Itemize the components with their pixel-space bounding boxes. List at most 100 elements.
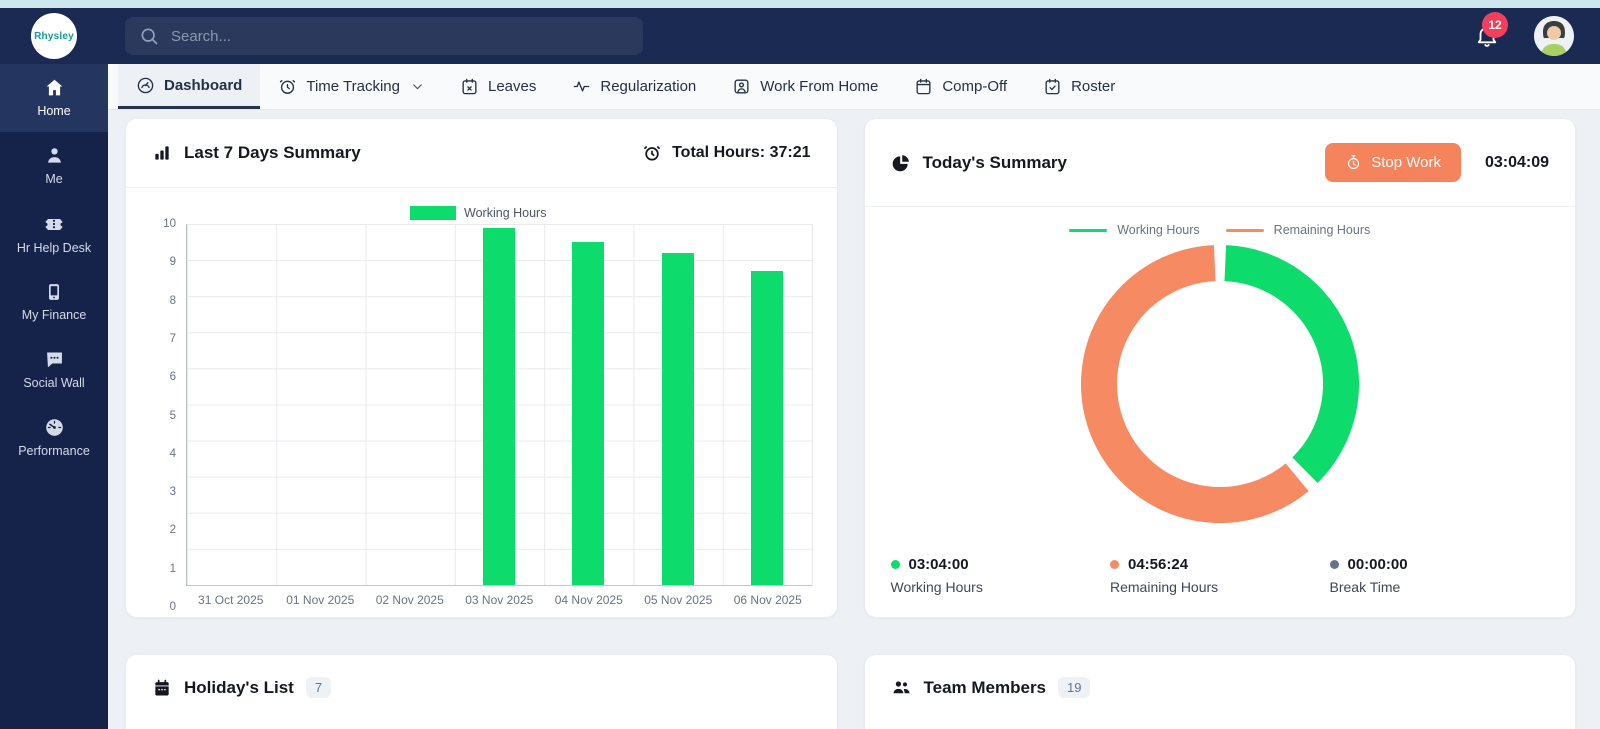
stat-time: 00:00:00	[1347, 556, 1408, 573]
x-tick-label: 06 Nov 2025	[733, 593, 802, 607]
sidebar-item-my-finance[interactable]: My Finance	[0, 269, 108, 336]
user-avatar[interactable]	[1534, 16, 1574, 56]
phone-icon	[49, 284, 59, 300]
calendar-x-icon	[462, 78, 477, 95]
holidays-count-badge: 7	[305, 677, 332, 698]
clock-icon	[644, 146, 660, 161]
calendar-check-icon	[1045, 78, 1060, 95]
home-icon	[46, 79, 62, 96]
green-dot-icon	[890, 560, 900, 569]
tab-comp-off[interactable]: Comp-Off	[896, 64, 1025, 109]
sidebar-item-label: Social Wall	[23, 376, 85, 390]
tab-label: Regularization	[600, 78, 697, 95]
tab-work-from-home[interactable]: Work From Home	[714, 64, 896, 109]
tab-label: Time Tracking	[306, 78, 400, 95]
sidebar: Home Me Hr Help Desk My Finance Social W…	[0, 64, 108, 729]
tab-label: Roster	[1071, 78, 1116, 95]
stop-work-button[interactable]: Stop Work	[1325, 143, 1461, 182]
logo-circle: Rhysley	[31, 13, 77, 59]
ticket-icon	[45, 218, 63, 230]
card-title: Holiday's List	[184, 677, 294, 697]
y-tick-label: 7	[169, 332, 176, 345]
legend-swatch	[410, 206, 457, 220]
search-icon	[141, 28, 158, 45]
stat-label: Break Time	[1329, 579, 1401, 595]
today-stats: 03:04:00 Working Hours 04:56:24 Remainin…	[865, 556, 1576, 617]
sidebar-item-label: Hr Help Desk	[16, 241, 92, 255]
gauge-icon	[45, 419, 63, 436]
card-title: Team Members	[923, 677, 1047, 697]
stat-label: Working Hours	[890, 579, 983, 595]
donut-segment	[1223, 245, 1359, 483]
legend-label: Remaining Hours	[1273, 223, 1371, 237]
legend-line-green	[1069, 228, 1108, 232]
pie-chart-icon	[892, 154, 909, 171]
logo-text: Rhysley	[34, 30, 74, 42]
today-summary-card: Today's Summary Stop Work 03:04:09	[863, 118, 1576, 618]
y-axis: 0 1 2 3 4 5 6 7 8 9 10	[144, 218, 186, 613]
alarm-icon	[280, 79, 296, 94]
browser-top-strip	[0, 0, 1600, 8]
y-tick-label: 6	[169, 371, 176, 384]
x-axis-labels: 31 Oct 2025 01 Nov 2025 02 Nov 2025 03 Nov …	[186, 593, 813, 607]
sidebar-item-label: Home	[37, 104, 71, 118]
legend-working-hours: Working Hours	[1069, 223, 1200, 237]
tab-label: Work From Home	[760, 78, 879, 95]
bar-chart-icon	[155, 146, 169, 160]
card-title: Last 7 Days Summary	[184, 143, 361, 162]
stat-working-hours: 03:04:00 Working Hours	[890, 556, 1111, 595]
tab-label: Leaves	[488, 78, 537, 95]
donut-legend: Working Hours Remaining Hours	[1069, 223, 1370, 237]
coral-dot-icon	[1110, 560, 1119, 569]
sidebar-item-hr-help-desk[interactable]: Hr Help Desk	[0, 200, 108, 269]
logo[interactable]: Rhysley	[0, 13, 108, 59]
search-box[interactable]	[125, 17, 643, 55]
y-tick-label: 0	[169, 601, 176, 613]
sidebar-item-home[interactable]: Home	[0, 64, 108, 132]
donut-segment	[1080, 245, 1309, 523]
tab-label: Comp-Off	[942, 78, 1008, 95]
stat-time: 03:04:00	[908, 556, 969, 573]
sidebar-item-label: My Finance	[21, 308, 87, 322]
tab-dashboard[interactable]: Dashboard	[118, 64, 261, 109]
person-box-icon	[734, 79, 749, 94]
bar	[572, 242, 605, 585]
notifications-bell[interactable]: 12	[1474, 12, 1508, 49]
tab-leaves[interactable]: Leaves	[442, 64, 554, 109]
sidebar-item-social-wall[interactable]: Social Wall	[0, 336, 108, 404]
stat-time: 04:56:24	[1128, 556, 1189, 573]
stop-work-label: Stop Work	[1371, 154, 1441, 171]
stat-label: Remaining Hours	[1110, 579, 1219, 595]
bar	[483, 227, 516, 585]
tab-label: Dashboard	[164, 76, 243, 94]
bar	[750, 270, 783, 585]
divider	[126, 187, 837, 188]
x-tick-label: 31 Oct 2025	[198, 593, 264, 607]
stat-break-time: 00:00:00 Break Time	[1329, 556, 1550, 595]
stat-remaining-hours: 04:56:24 Remaining Hours	[1110, 556, 1330, 595]
sidebar-item-me[interactable]: Me	[0, 132, 108, 200]
x-tick-label: 01 Nov 2025	[286, 593, 355, 607]
total-hours: Total Hours: 37:21	[672, 144, 811, 161]
x-tick-label: 03 Nov 2025	[465, 593, 534, 607]
sidebar-item-performance[interactable]: Performance	[0, 404, 108, 472]
legend-label: Working Hours	[1117, 223, 1200, 237]
plot-area	[186, 224, 813, 586]
search-input[interactable]	[171, 27, 629, 45]
team-count-badge: 19	[1058, 677, 1091, 698]
x-tick-label: 02 Nov 2025	[375, 593, 444, 607]
tab-roster[interactable]: Roster	[1025, 64, 1133, 109]
tab-time-tracking[interactable]: Time Tracking	[260, 64, 442, 109]
donut-chart	[1080, 245, 1359, 528]
y-tick-label: 9	[169, 256, 176, 269]
main-area: Dashboard Time Tracking Leaves Regulariz…	[108, 64, 1600, 729]
last-7-days-card: Last 7 Days Summary Total Hours: 37:21 W…	[125, 118, 838, 618]
bar-chart: Working Hours 0 1 2 3 4 5 6 7 8 9 10 31 Oct 2025 01…	[126, 188, 837, 617]
legend-remaining-hours: Remaining Hours	[1225, 223, 1371, 237]
y-tick-label: 4	[169, 447, 176, 460]
work-timer: 03:04:09	[1484, 153, 1549, 171]
tab-regularization[interactable]: Regularization	[554, 64, 714, 109]
calendar-icon	[916, 78, 931, 95]
y-tick-label: 2	[169, 524, 176, 537]
chevron-down-icon	[413, 84, 422, 90]
